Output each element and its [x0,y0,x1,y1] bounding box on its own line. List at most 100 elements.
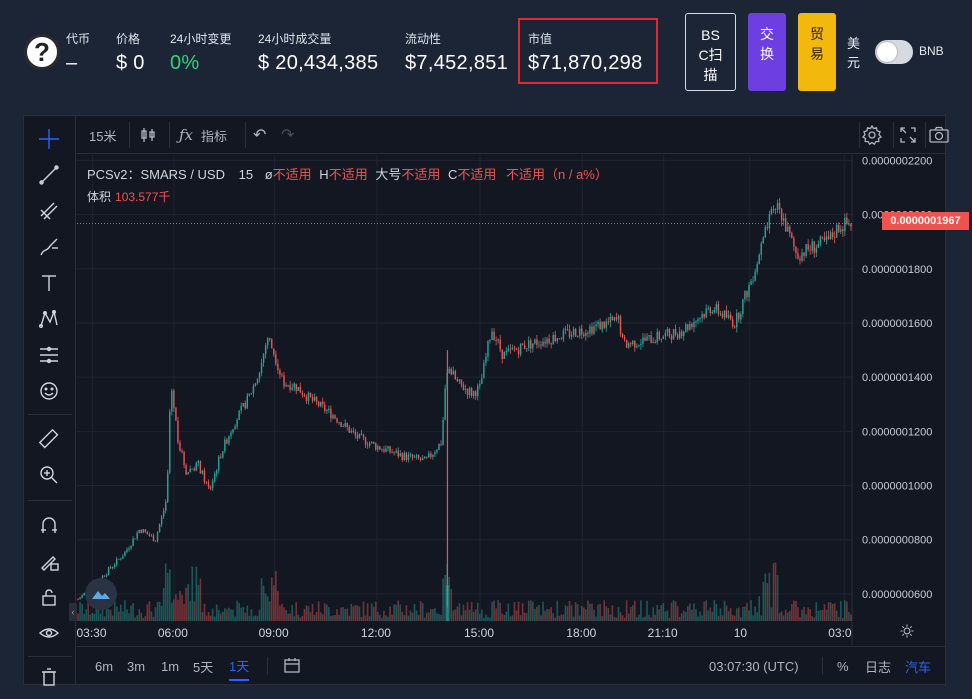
collapse-toolbar-arrow-icon[interactable]: ‹ [69,603,77,621]
range-1m-button[interactable]: 1m [161,658,180,674]
emoji-tool-icon[interactable] [36,378,62,404]
candle-body [729,314,732,320]
candle-style-icon[interactable] [139,116,157,154]
candle-body [118,558,120,560]
candle-body [313,397,316,401]
candle-body [591,326,593,334]
candle-body [472,391,475,396]
swap-button[interactable]: 交换 [748,13,786,91]
trend-line-tool-icon[interactable] [36,162,62,188]
candle-body [205,482,208,484]
range-1d-button[interactable]: 1天 [229,651,250,681]
volume-bar [311,604,314,621]
candle-body [256,378,259,384]
volume-bar [497,600,499,621]
candle-body [479,383,481,387]
candle-body [283,375,285,387]
candle-body [756,264,758,272]
interval-button[interactable]: 15米 [89,128,117,144]
redo-icon[interactable]: ↷ [281,127,295,144]
zoom-in-icon[interactable] [36,462,62,488]
volume-bar [195,566,198,621]
candle-body [220,456,222,458]
indicators-button[interactable]: ƒx 指标 [179,116,227,154]
volume-bar [111,615,114,621]
candle-body [593,326,595,334]
magnet-icon[interactable] [36,512,62,538]
crosshair-tool-icon[interactable] [36,126,62,152]
volume-bar [648,614,650,621]
time-axis-label: 21:10 [648,626,678,640]
volume-bar [217,610,220,621]
camera-icon[interactable] [929,116,949,154]
range-6m-button[interactable]: 6m [95,658,114,674]
volume-bar [136,615,138,621]
candle-body [470,388,473,396]
volume-bar [248,615,251,621]
candle-body [558,338,561,340]
volume-bar [381,617,383,621]
text-tool-icon[interactable] [36,270,62,296]
trash-icon[interactable] [36,664,62,690]
range-3m-button[interactable]: 3m [127,658,146,674]
volume-bar [430,609,432,621]
price-chart[interactable]: 0.00000022000.00000020000.00000018000.00… [77,155,969,645]
axis-settings-icon[interactable] [899,623,915,642]
undo-icon[interactable]: ↶ [253,127,267,144]
candle-body [705,308,707,318]
open-key: ø [264,167,273,182]
trade-button[interactable]: 贸易 [798,13,836,91]
log-scale-toggle[interactable]: 日志 [865,659,892,675]
lock-drawing-pencil-icon[interactable] [36,548,62,574]
candle-body [636,346,638,348]
volume-bar [464,610,467,621]
volume-bar [689,603,691,621]
currency-toggle[interactable] [875,40,913,64]
indicators-label: 指标 [201,128,228,144]
candle-body [768,213,771,229]
volume-bar [650,617,652,621]
candle-body [167,472,169,502]
measure-tool-icon[interactable] [36,342,62,368]
fullscreen-icon[interactable] [899,116,917,154]
candle-body [538,344,540,346]
volume-bar [795,600,797,621]
time-axis-label: 12:00 [361,626,391,640]
chart-logo-icon[interactable] [85,578,117,610]
range-5d-button[interactable]: 5天 [193,659,214,675]
utc-clock[interactable]: 03:07:30 (UTC) [709,658,799,674]
volume-bar [138,609,141,621]
settings-gear-icon[interactable] [861,116,883,154]
volume-bar [752,615,754,621]
candle-body [252,385,255,394]
pattern-tool-icon[interactable] [36,306,62,332]
volume-bar [548,609,550,621]
eye-icon[interactable] [36,620,62,646]
percent-toggle[interactable]: % [837,658,849,674]
volume-bar [191,566,194,621]
bsc-scan-button[interactable]: BSC扫描 [685,13,736,91]
price-chart-canvas[interactable]: 0.00000022000.00000020000.00000018000.00… [77,155,945,645]
candle-body [434,452,436,455]
brush-tool-icon[interactable] [36,234,62,260]
volume-bar [711,611,714,621]
volume-bar [829,602,832,621]
candle-body [140,529,142,533]
volume-bar [831,603,834,621]
lock-icon[interactable] [36,584,62,610]
volume-bar [744,606,746,621]
price-axis-label: 0.0000001600 [862,318,932,330]
volume-bar [128,613,130,621]
volume-bar [731,615,734,621]
volume-bar [152,616,155,621]
fib-tool-icon[interactable] [36,198,62,224]
token-stat: 代币 – [66,30,90,75]
candle-body [299,386,302,393]
volume-bar [758,596,761,621]
volume-bar [105,606,108,621]
date-range-icon[interactable] [283,647,301,685]
volume-bar [452,610,455,621]
ruler-tool-icon[interactable] [36,426,62,452]
volume-bar [374,601,377,621]
auto-scale-toggle[interactable]: 汽车 [905,659,932,675]
